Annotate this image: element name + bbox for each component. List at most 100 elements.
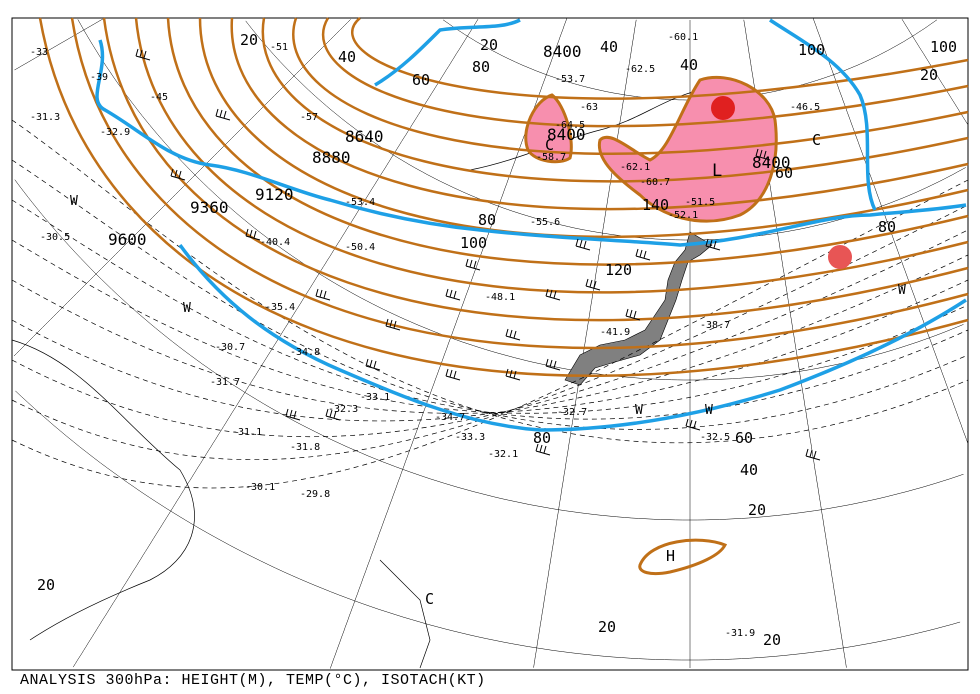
- wind-barb: [465, 258, 481, 271]
- temperature-contours: [11, 119, 969, 489]
- wind-barb: [755, 148, 771, 161]
- wind-barb: [285, 408, 301, 421]
- isotach-label: 80: [878, 218, 896, 236]
- jet-axes: [95, 18, 967, 432]
- temperature-label: -63: [580, 102, 598, 113]
- isotach-label: 20: [37, 576, 55, 594]
- isotach-label: 140: [642, 196, 669, 214]
- warm-marker: W: [70, 194, 78, 209]
- map-caption: ANALYSIS 300hPa: HEIGHT(M), TEMP(°C), IS…: [20, 672, 486, 689]
- height-contour: [166, 17, 969, 266]
- jet-axis-north: [95, 39, 967, 247]
- height-label: 8400: [547, 125, 586, 144]
- height-label: 8880: [312, 148, 351, 167]
- height-contour: [38, 17, 969, 377]
- low-center-dot: [711, 96, 735, 120]
- height-label: 8400: [543, 42, 582, 61]
- temperature-label: -30.5: [40, 232, 70, 243]
- temperature-label: -62.1: [620, 162, 650, 173]
- isotach-label: 40: [680, 56, 698, 74]
- temperature-label: -32.7: [557, 407, 587, 418]
- temperature-label: -33.1: [360, 392, 390, 403]
- height-contour: [102, 17, 969, 322]
- wind-barb: [505, 368, 521, 381]
- temperature-label: -34.7: [435, 412, 465, 423]
- coastline: [379, 559, 431, 669]
- temperature-label: -64.5: [555, 120, 585, 131]
- temperature-label: -32.5: [700, 432, 730, 443]
- temperature-label: -46.5: [790, 102, 820, 113]
- low-area-small: [524, 93, 573, 164]
- height-label: 8400: [752, 153, 791, 172]
- isotach-label: 20: [763, 631, 781, 649]
- meridian: [812, 18, 968, 444]
- coastline: [11, 339, 195, 641]
- wind-barb: [685, 418, 701, 431]
- temperature-contour: [11, 279, 969, 414]
- isotach-label: 80: [478, 211, 496, 229]
- isotach-label: 20: [920, 66, 938, 84]
- wind-barb: [635, 248, 651, 261]
- temperature-label: -31.7: [210, 377, 240, 388]
- isotach-label: 20: [240, 31, 258, 49]
- temperature-label: -39: [90, 72, 108, 83]
- height-contour: [292, 17, 969, 155]
- wind-barb: [585, 278, 601, 291]
- height-label: 9120: [255, 185, 294, 204]
- meridian: [901, 19, 968, 125]
- temperature-label: -45: [150, 92, 168, 103]
- wind-barb: [705, 238, 721, 251]
- wind-barb: [325, 408, 341, 421]
- wind-barb: [535, 443, 551, 456]
- warm-marker: W: [183, 301, 191, 316]
- wind-barb: [135, 48, 151, 61]
- map-frame: [11, 17, 969, 671]
- jet-axis-south: [178, 243, 967, 432]
- height-label: 9600: [108, 230, 147, 249]
- height-label: 8640: [345, 127, 384, 146]
- temperature-label: -35.4: [265, 302, 295, 313]
- temperature-contour: [11, 229, 969, 438]
- parallel: [15, 390, 961, 661]
- temperature-label: -60.7: [640, 177, 670, 188]
- isotach-label: 40: [740, 461, 758, 479]
- temperature-label: -38.7: [700, 320, 730, 331]
- wind-barb: [385, 318, 401, 331]
- isotach-label: 60: [735, 429, 753, 447]
- temperature-label: -52.1: [668, 210, 698, 221]
- height-contour: [351, 17, 969, 100]
- temperature-label: -51.5: [685, 197, 715, 208]
- temperature-label: -40.4: [260, 237, 290, 248]
- wind-barb: [545, 358, 561, 371]
- temperature-label: -31.3: [30, 112, 60, 123]
- wind-barb: [365, 358, 381, 371]
- temperature-label: -55.6: [530, 217, 560, 228]
- temperature-label: -30.1: [245, 482, 275, 493]
- isotach-label: 20: [480, 36, 498, 54]
- wind-barb: [215, 108, 231, 121]
- temperature-label: -33.3: [455, 432, 485, 443]
- wind-barb: [805, 448, 821, 461]
- temperature-label: -31.8: [290, 442, 320, 453]
- isotach-label: 60: [775, 164, 793, 182]
- isotach-label: 20: [748, 501, 766, 519]
- height-contour: [134, 17, 969, 294]
- jet-axis-northeast: [769, 18, 877, 211]
- jet-axis-top: [374, 18, 521, 87]
- height-contour: [230, 17, 969, 211]
- height-contours: [38, 17, 969, 377]
- height-contour: [321, 17, 969, 128]
- meridian: [14, 17, 105, 71]
- wind-barb: [575, 238, 591, 251]
- isotach-label: 40: [600, 38, 618, 56]
- temperature-label: -34.8: [290, 347, 320, 358]
- cold-marker: C: [545, 136, 554, 154]
- wind-barb: [545, 288, 561, 301]
- coastline: [469, 89, 701, 171]
- isotach-label: 80: [472, 58, 490, 76]
- temperature-contour: [11, 199, 969, 420]
- warm-marker: W: [898, 283, 906, 298]
- height-label: 9360: [190, 198, 229, 217]
- high-pressure-marker: H: [666, 547, 675, 565]
- wind-barb: [315, 288, 331, 301]
